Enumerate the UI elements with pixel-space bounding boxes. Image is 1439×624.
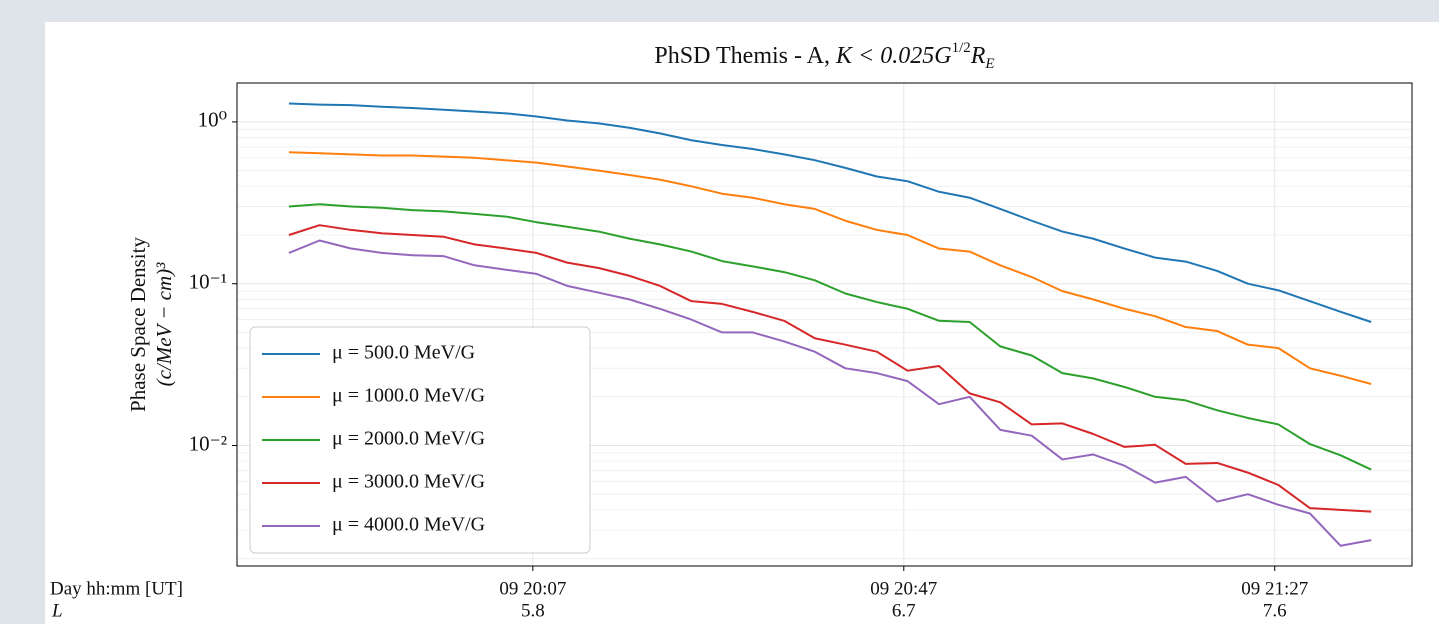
chart-title-part: 1/2 [952,40,971,56]
x-tick-label: 09 20:47 [870,578,937,599]
chart-title-part: R [970,43,986,69]
y-tick-label: 10⁻¹ [189,270,227,294]
y-tick-label: 10⁰ [198,108,227,132]
y-axis-label: Phase Space Density(c/MeV − cm)³ [126,237,176,412]
y-tick-label: 10⁻² [189,431,227,455]
chart-title-part: PhSD Themis - A, [654,43,836,69]
series-line [288,203,1372,471]
x-tick-label: 09 21:27 [1241,578,1308,599]
x-axis-label: L [51,600,63,621]
axes-frame [236,82,1413,567]
legend-box [249,326,591,554]
labels: 10⁰ 10⁻¹ 10⁻² 09 20:07 09 20:47 09 21:27 5.8 6.… [50,40,1308,621]
chart-title: PhSD Themis - A, K < 0.025G1/2RE [654,40,994,72]
legend-label: μ = 2000.0 MeV/G [332,428,485,450]
series-line [288,102,1372,323]
plot-lines [288,102,1372,547]
chart-title-part: E [984,56,994,72]
legend-label: μ = 3000.0 MeV/G [332,471,485,493]
x-tick-label: 09 20:07 [499,578,566,599]
y-axis-label-line: (c/MeV − cm)³ [152,262,176,387]
l-tick-label: 5.8 [521,600,545,621]
series-line [288,239,1372,547]
series-line [288,224,1372,513]
x-axis-label: Day hh:mm [UT] [50,578,183,599]
l-tick-label: 6.7 [892,600,916,621]
l-tick-label: 7.6 [1263,600,1287,621]
y-axis-label-line: Phase Space Density [126,237,150,412]
series-line [288,151,1372,385]
legend-label: μ = 4000.0 MeV/G [332,514,485,536]
legend-label: μ = 1000.0 MeV/G [332,385,485,407]
legend-label: μ = 500.0 MeV/G [332,342,475,364]
chart-title-part: K < 0.025G [835,43,952,69]
